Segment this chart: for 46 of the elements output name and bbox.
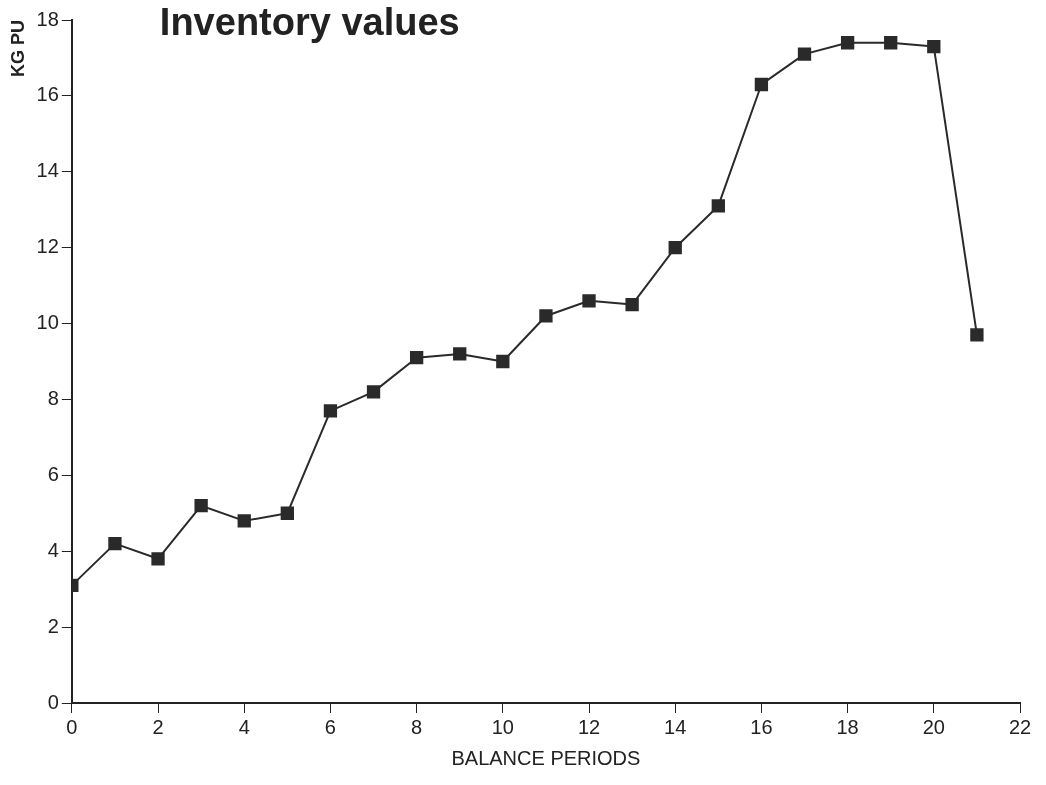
x-tick-label: 14 (664, 715, 687, 738)
x-tick-label: 8 (411, 715, 423, 738)
x-axis-title: BALANCE PERIODS (451, 746, 641, 769)
y-tick-label: 6 (47, 462, 59, 485)
x-tick-label: 20 (922, 715, 945, 738)
point (409, 351, 424, 365)
point (237, 514, 251, 528)
point (280, 506, 294, 520)
x-tick-label: 4 (238, 715, 250, 738)
point (323, 404, 338, 418)
point (754, 77, 769, 92)
point (884, 36, 898, 50)
point (711, 199, 725, 213)
point (194, 499, 208, 513)
y-tick-label: 18 (36, 7, 59, 30)
point (970, 328, 984, 342)
y-tick-label: 12 (36, 235, 59, 258)
y-tick-label: 16 (36, 83, 59, 106)
y-axis-title: KG PU (7, 20, 28, 78)
point (151, 552, 165, 566)
point (453, 347, 467, 361)
point (539, 309, 553, 323)
y-tick-label: 10 (36, 311, 59, 334)
y-tick-label: 2 (47, 614, 59, 637)
point (366, 385, 381, 399)
point (927, 39, 941, 54)
x-tick-label: 18 (836, 715, 859, 738)
y-tick-label: 4 (47, 538, 59, 561)
x-tick-label: 22 (1008, 715, 1032, 738)
chart-title: Inventory values (159, 1, 460, 44)
x-tick-label: 2 (152, 715, 164, 738)
point (582, 294, 596, 308)
x-tick-label: 12 (577, 715, 601, 738)
y-tick-label: 14 (36, 159, 59, 182)
x-tick-label: 10 (491, 715, 514, 738)
point (625, 297, 639, 312)
point (840, 36, 855, 50)
point (108, 536, 122, 551)
point (668, 241, 682, 255)
x-tick-label: 16 (750, 715, 773, 738)
x-tick-label: 6 (324, 715, 336, 738)
x-tick-label: 0 (66, 715, 78, 738)
point (496, 354, 510, 369)
y-tick-label: 0 (47, 690, 59, 713)
y-tick-label: 8 (47, 386, 59, 409)
point (797, 47, 812, 61)
